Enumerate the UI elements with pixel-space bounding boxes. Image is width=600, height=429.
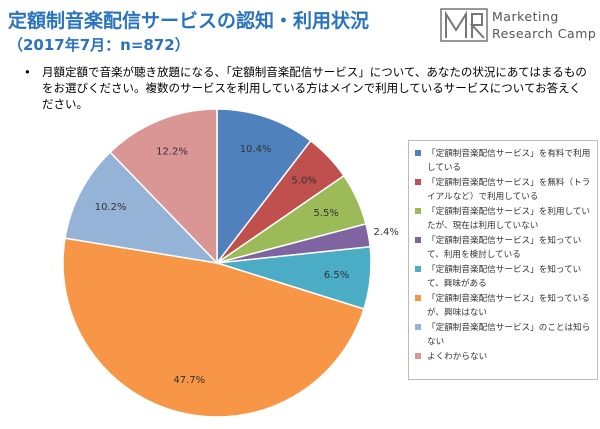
legend-entry: 「定額制音楽配信サービス」を利用していたが、現在は利用していない xyxy=(415,205,593,233)
legend-label: 「定額制音楽配信サービス」を知っていて、興味がある xyxy=(427,265,582,289)
legend-label: よくわからない xyxy=(427,352,488,362)
value-label: 6.5% xyxy=(324,270,349,281)
legend-entry: 「定額制音楽配信サービス」を知っていて、興味がある xyxy=(415,263,593,291)
pie-slice xyxy=(62,237,365,418)
value-label: 10.2% xyxy=(95,202,127,213)
value-label: 10.4% xyxy=(240,144,272,155)
legend-label: 「定額制音楽配信サービス」を知っていて、利用を検討している xyxy=(427,236,582,260)
legend-swatch xyxy=(415,237,421,243)
legend-label: 「定額制音楽配信サービス」を知っているが、興味はない xyxy=(427,294,590,318)
value-label: 5.5% xyxy=(314,208,339,219)
logo: Marketing Research Camp xyxy=(440,8,597,44)
legend-swatch xyxy=(415,150,421,156)
legend-swatch xyxy=(415,353,421,359)
chart-title: 定額制音楽配信サービスの認知・利用状況 xyxy=(8,10,370,32)
value-label: 2.4% xyxy=(373,227,398,238)
legend-entry: 「定額制音楽配信サービス」を有料で利用している xyxy=(415,147,593,175)
legend: 「定額制音楽配信サービス」を有料で利用している 「定額制音楽配信サービス」を無料（… xyxy=(408,140,598,380)
legend-label: 「定額制音楽配信サービス」のことは知らない xyxy=(427,323,591,347)
question-text: 月額定額で音楽が聴き放題になる、「定額制音楽配信サービス」について、あなたの状況… xyxy=(42,65,587,111)
logo-text: Research Camp xyxy=(492,26,597,41)
legend-label: 「定額制音楽配信サービス」を利用していたが、現在は利用していない xyxy=(427,207,591,231)
legend-entry: 「定額制音楽配信サービス」のことは知らない xyxy=(415,321,593,349)
legend-swatch xyxy=(415,179,421,185)
question: • 月額定額で音楽が聴き放題になる、「定額制音楽配信サービス」について、あなたの状… xyxy=(24,65,587,111)
value-label: 5.0% xyxy=(291,175,316,186)
value-label: 12.2% xyxy=(156,147,188,158)
legend-entry: よくわからない xyxy=(415,350,593,364)
legend-label: 「定額制音楽配信サービス」を無料（トライアルなど）で利用している xyxy=(427,178,591,202)
legend-entry: 「定額制音楽配信サービス」を知っているが、興味はない xyxy=(415,292,593,320)
legend-swatch xyxy=(415,324,421,330)
logo-mark xyxy=(440,8,488,42)
legend-swatch xyxy=(415,295,421,301)
legend-swatch xyxy=(415,266,421,272)
legend-entry: 「定額制音楽配信サービス」を無料（トライアルなど）で利用している xyxy=(415,176,593,204)
legend-swatch xyxy=(415,208,421,214)
chart-subtitle: （2017年7月：n=872） xyxy=(8,36,190,54)
value-label: 47.7% xyxy=(173,375,205,386)
pie-slice xyxy=(109,108,218,265)
logo-text: Marketing xyxy=(492,9,559,24)
legend-label: 「定額制音楽配信サービス」を有料で利用している xyxy=(427,149,591,173)
pie-slice xyxy=(216,108,312,266)
legend-entry: 「定額制音楽配信サービス」を知っていて、利用を検討している xyxy=(415,234,593,262)
pie-slice xyxy=(64,151,220,265)
